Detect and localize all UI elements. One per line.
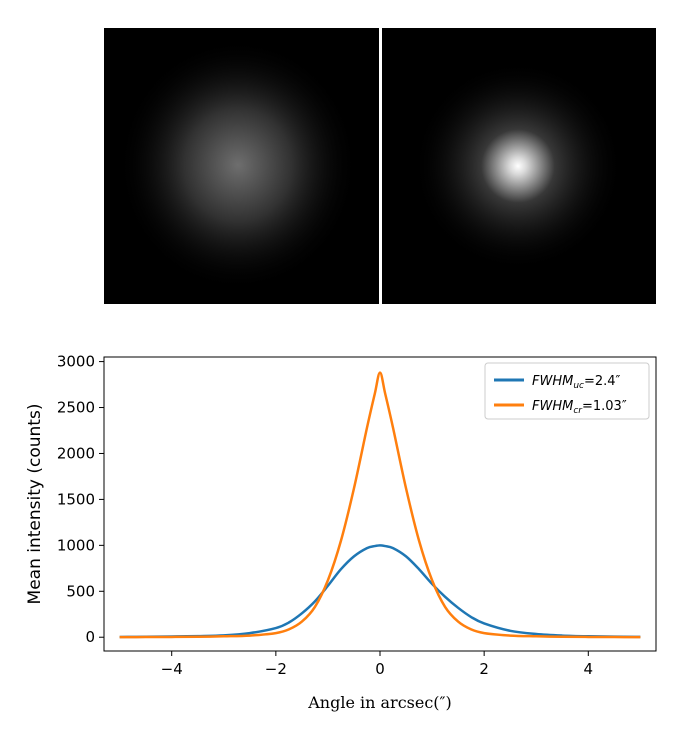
y-tick-label: 1000 xyxy=(57,536,95,554)
x-tick-label: 4 xyxy=(584,660,594,678)
image-panels xyxy=(104,28,656,304)
x-tick-label: −2 xyxy=(265,660,287,678)
series-lines xyxy=(119,371,641,639)
line-series-uc xyxy=(119,544,641,639)
x-axis-label: Angle in arcsec(″) xyxy=(307,693,452,712)
x-tick-label: 0 xyxy=(375,660,385,678)
legend-label-cr: FWHMcr=1.03″ xyxy=(532,399,627,416)
legend-label-uc: FWHMuc=2.4″ xyxy=(532,374,621,391)
y-tick-label: 2000 xyxy=(57,444,95,462)
y-tick-label: 500 xyxy=(66,582,95,600)
legend: FWHMuc=2.4″ FWHMcr=1.03″ xyxy=(484,362,650,420)
x-tick-label: 2 xyxy=(479,660,489,678)
y-tick-label: 1500 xyxy=(57,490,95,508)
blob-right xyxy=(413,61,623,271)
line-chart: 0 500 1000 1500 2000 2500 3000 −4 −2 0 2 4 Mean in… xyxy=(25,353,657,712)
x-tick-label: −4 xyxy=(161,660,183,678)
y-tick-label: 3000 xyxy=(57,353,95,371)
y-axis-ticks: 0 500 1000 1500 2000 2500 3000 xyxy=(57,353,104,646)
line-series-cr xyxy=(119,371,641,639)
y-tick-label: 0 xyxy=(85,628,95,646)
legend-box xyxy=(484,362,650,420)
image-divider xyxy=(379,28,382,304)
y-tick-label: 2500 xyxy=(57,399,95,417)
y-axis-label: Mean intensity (counts) xyxy=(25,404,45,605)
x-axis-ticks: −4 −2 0 2 4 xyxy=(161,651,593,678)
blob-left xyxy=(118,39,358,291)
